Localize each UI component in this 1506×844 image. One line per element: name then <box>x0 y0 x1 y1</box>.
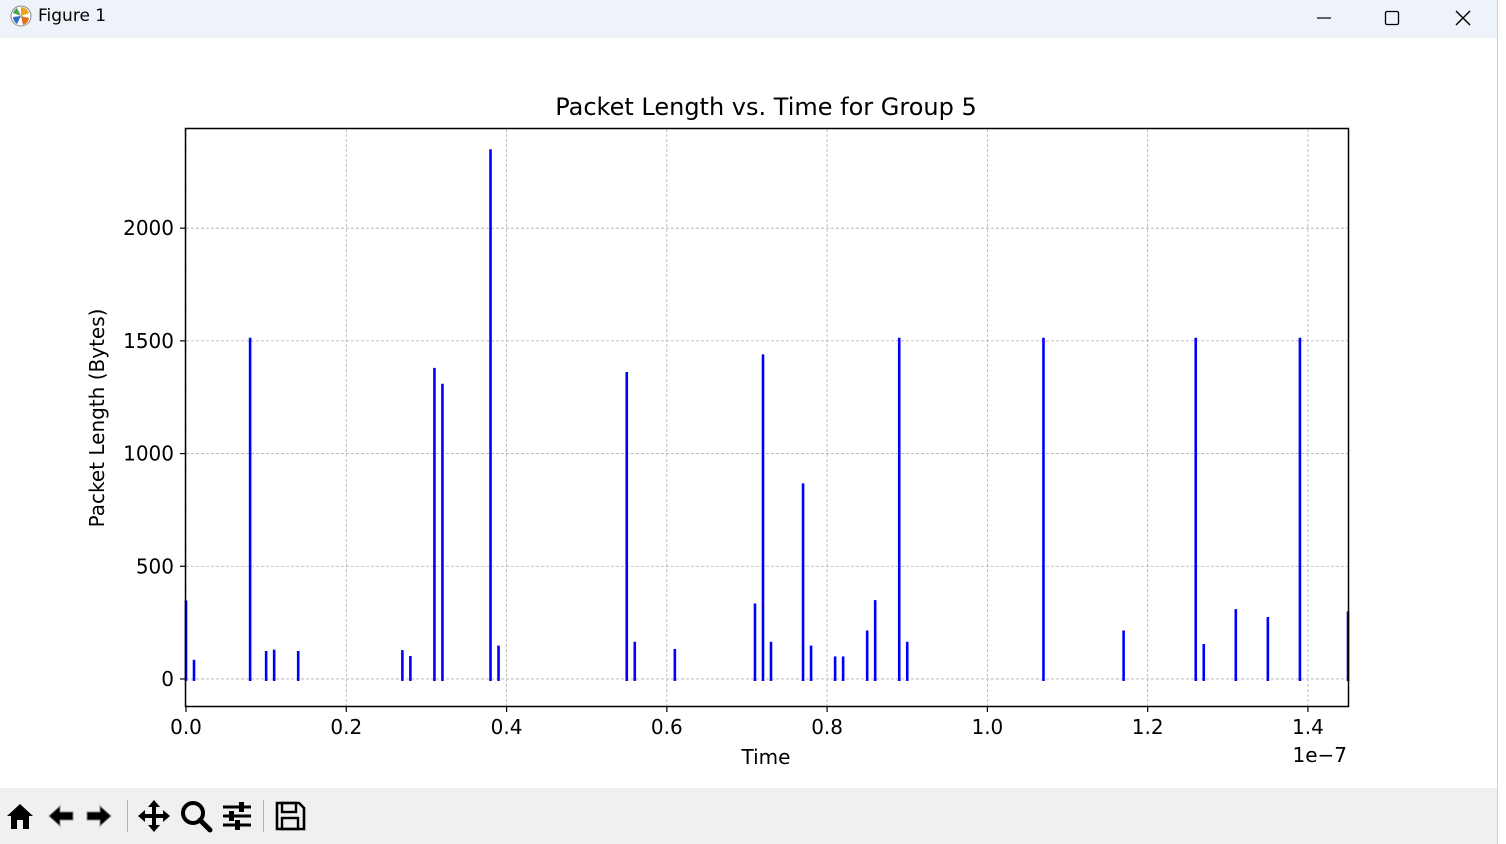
forward-button[interactable] <box>79 796 119 836</box>
close-button[interactable] <box>1428 0 1498 36</box>
minimize-button[interactable] <box>1289 0 1359 36</box>
bars <box>184 149 1350 681</box>
forward-arrow-icon <box>86 804 112 828</box>
axes-frame <box>184 127 1350 708</box>
x-tick-label: 1.4 <box>1292 715 1324 739</box>
x-tick-label: 0.4 <box>491 715 523 739</box>
sliders-icon <box>223 802 251 830</box>
y-tick-label: 2000 <box>123 216 174 240</box>
x-tick-label: 1.0 <box>971 715 1003 739</box>
y-ticks: 0 500 1000 1500 2000 <box>123 216 186 691</box>
maximize-icon <box>1384 10 1400 26</box>
x-tick-label: 0.2 <box>330 715 362 739</box>
x-tick-label: 0.8 <box>811 715 843 739</box>
minimize-icon <box>1317 17 1331 19</box>
y-axis-label: Packet Length (Bytes) <box>85 309 109 528</box>
chart-title: Packet Length vs. Time for Group 5 <box>555 93 976 121</box>
window-title: Figure 1 <box>38 6 107 26</box>
grid <box>185 129 1348 706</box>
chart: 0.0 0.2 0.4 0.6 0.8 1.0 1.2 1.4 0 500 1000 1500 200… <box>85 93 1350 769</box>
x-offset-label: 1e−7 <box>1292 743 1347 767</box>
x-tick-label: 1.2 <box>1132 715 1164 739</box>
close-icon <box>1455 10 1471 26</box>
y-tick-label: 1000 <box>123 442 174 466</box>
zoom-button[interactable] <box>176 796 216 836</box>
y-tick-label: 1500 <box>123 329 174 353</box>
zoom-icon <box>181 801 213 833</box>
y-tick-label: 500 <box>136 554 174 578</box>
save-icon <box>275 801 306 831</box>
x-tick-label: 0.6 <box>651 715 683 739</box>
home-button[interactable] <box>0 796 40 836</box>
pan-button[interactable] <box>134 796 174 836</box>
figure-canvas[interactable]: 0.0 0.2 0.4 0.6 0.8 1.0 1.2 1.4 0 500 1000 1500 200… <box>0 38 1497 788</box>
back-button[interactable] <box>41 796 81 836</box>
matplotlib-logo-icon <box>10 5 32 27</box>
configure-subplots-button[interactable] <box>217 796 257 836</box>
save-button[interactable] <box>270 796 310 836</box>
navigation-toolbar <box>0 788 1497 844</box>
pan-icon <box>138 800 170 832</box>
toolbar-separator <box>263 800 264 832</box>
toolbar-separator <box>127 800 128 832</box>
x-tick-label: 0.0 <box>170 715 202 739</box>
x-axis-label: Time <box>741 745 791 769</box>
home-icon <box>7 804 33 829</box>
window-titlebar: Figure 1 <box>0 0 1497 38</box>
x-ticks: 0.0 0.2 0.4 0.6 0.8 1.0 1.2 1.4 <box>170 706 1324 739</box>
y-tick-label: 0 <box>161 667 174 691</box>
window-edge <box>1497 0 1506 844</box>
maximize-button[interactable] <box>1357 0 1427 36</box>
back-arrow-icon <box>48 804 74 828</box>
